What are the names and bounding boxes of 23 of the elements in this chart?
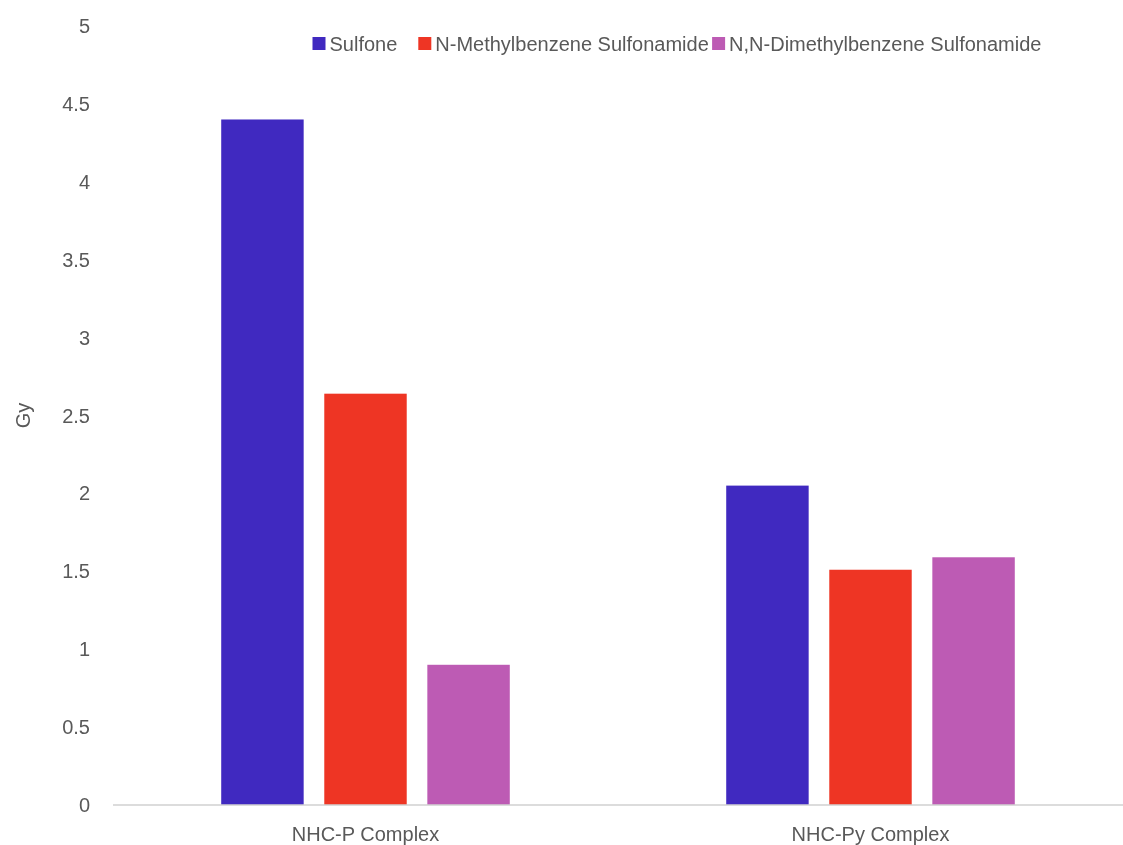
- legend-label: N-Methylbenzene Sulfonamide: [435, 33, 709, 55]
- y-tick-label: 3: [78, 326, 90, 349]
- legend-label: N,N-Dimethylbenzene Sulfonamide: [729, 33, 1042, 55]
- bar: [932, 557, 1015, 805]
- bar: [829, 569, 912, 805]
- y-tick-label: 2.5: [62, 404, 90, 427]
- y-tick-label: 3.5: [62, 248, 90, 271]
- y-tick-label: 4.5: [62, 92, 90, 115]
- y-tick-label: 5: [78, 15, 90, 37]
- legend-label: Sulfone: [329, 33, 398, 55]
- x-tick-label: NHC-Py Complex: [791, 823, 950, 845]
- bar: [726, 485, 809, 805]
- x-tick-label: NHC-P Complex: [291, 823, 440, 845]
- y-tick-label: 2: [78, 482, 90, 505]
- y-tick-label: 4: [78, 170, 90, 193]
- bar: [324, 393, 407, 805]
- y-tick-label: 1.5: [62, 560, 90, 583]
- y-tick-label: 1: [78, 638, 90, 661]
- y-tick-label: 0.5: [62, 716, 90, 739]
- y-tick-label: 0: [78, 794, 90, 816]
- y-axis-title: Gy: [12, 402, 34, 429]
- bar: [427, 664, 510, 805]
- bar: [221, 119, 304, 805]
